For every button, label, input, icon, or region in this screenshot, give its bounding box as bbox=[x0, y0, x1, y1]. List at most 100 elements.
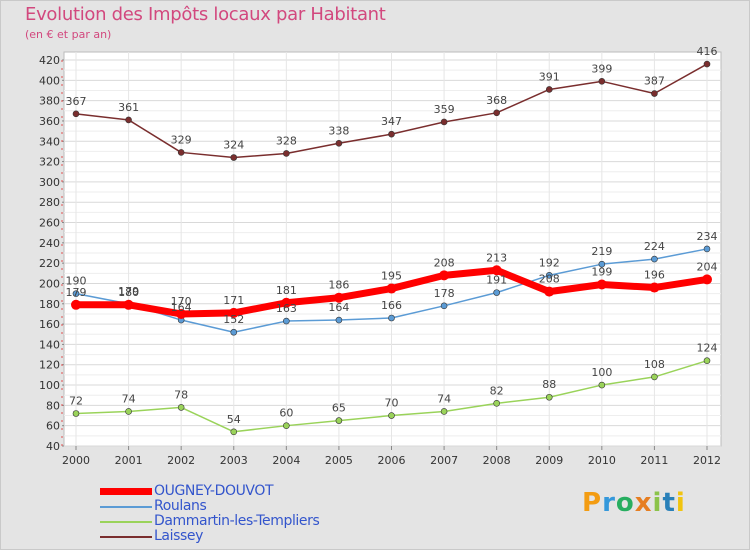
y-tick-label: 160 bbox=[39, 318, 60, 331]
data-label: 219 bbox=[591, 245, 612, 258]
x-tick-label: 2011 bbox=[640, 454, 668, 467]
data-point bbox=[703, 357, 711, 364]
data-point bbox=[703, 245, 711, 253]
data-label: 347 bbox=[381, 115, 402, 128]
y-tick-label: 60 bbox=[46, 420, 60, 433]
data-point bbox=[283, 150, 290, 157]
x-tick-label: 2008 bbox=[483, 454, 511, 467]
y-tick-label: 340 bbox=[39, 135, 60, 148]
data-label: 192 bbox=[539, 256, 560, 269]
y-tick-label: 140 bbox=[39, 338, 60, 351]
y-tick-label: 40 bbox=[46, 440, 60, 453]
data-label: 74 bbox=[437, 392, 451, 405]
data-point bbox=[388, 130, 395, 138]
x-tick-label: 2000 bbox=[62, 454, 90, 467]
logo-letter: x bbox=[634, 488, 653, 518]
data-point bbox=[176, 308, 187, 319]
data-label: 72 bbox=[69, 394, 83, 407]
data-point bbox=[230, 328, 238, 336]
data-point bbox=[544, 286, 555, 297]
data-point bbox=[230, 154, 238, 161]
data-point bbox=[335, 316, 343, 324]
data-label: 60 bbox=[279, 407, 293, 420]
data-label: 78 bbox=[174, 388, 188, 401]
data-point bbox=[598, 78, 606, 85]
data-label: 367 bbox=[66, 95, 87, 108]
series-layer bbox=[71, 60, 712, 436]
data-label: 65 bbox=[332, 402, 346, 415]
data-label: 164 bbox=[328, 301, 349, 314]
data-label: 190 bbox=[66, 275, 87, 288]
data-point bbox=[283, 317, 290, 325]
data-label: 178 bbox=[434, 287, 455, 300]
logo-letter: r bbox=[602, 488, 616, 518]
data-label: 338 bbox=[328, 124, 349, 137]
data-label: 152 bbox=[223, 313, 244, 326]
data-point bbox=[177, 149, 185, 156]
legend-label: Roulans bbox=[154, 498, 207, 514]
data-label: 199 bbox=[591, 265, 612, 278]
data-label: 416 bbox=[697, 45, 718, 58]
data-label: 186 bbox=[328, 279, 349, 292]
y-tick-label: 420 bbox=[39, 54, 60, 67]
data-label: 234 bbox=[697, 230, 718, 243]
x-tick-label: 2004 bbox=[272, 454, 300, 467]
data-label: 196 bbox=[644, 269, 665, 282]
data-point bbox=[598, 381, 606, 389]
chart-subtitle: (en € et par an) bbox=[25, 28, 112, 41]
y-tick-label: 220 bbox=[39, 257, 60, 270]
logo-letter: t bbox=[662, 488, 676, 518]
plot-area bbox=[63, 51, 722, 447]
logo-letter: P bbox=[582, 488, 603, 518]
y-tick-label: 120 bbox=[39, 359, 60, 372]
legend-swatch bbox=[100, 536, 152, 538]
data-label: 181 bbox=[276, 284, 297, 297]
data-label: 208 bbox=[434, 256, 455, 269]
data-point bbox=[125, 408, 132, 415]
data-label: 204 bbox=[697, 260, 718, 273]
data-point bbox=[493, 109, 500, 117]
data-label: 179 bbox=[66, 286, 87, 299]
data-point bbox=[440, 302, 448, 310]
chart-title: Evolution des Impôts locaux par Habitant bbox=[25, 4, 386, 25]
data-point bbox=[123, 299, 134, 310]
data-label: 387 bbox=[644, 75, 665, 88]
data-point bbox=[230, 428, 238, 436]
data-point bbox=[439, 270, 450, 281]
data-label: 100 bbox=[591, 366, 612, 379]
y-tick-label: 280 bbox=[39, 196, 60, 209]
data-point bbox=[335, 417, 343, 424]
data-point bbox=[545, 393, 553, 401]
data-label: 329 bbox=[171, 133, 192, 146]
logo-letter: o bbox=[615, 488, 635, 518]
y-tick-label: 300 bbox=[39, 176, 60, 189]
y-tick-label: 400 bbox=[39, 74, 60, 87]
x-tick-label: 2010 bbox=[588, 454, 616, 467]
data-label: 328 bbox=[276, 134, 297, 147]
data-point bbox=[283, 422, 290, 429]
data-label: 208 bbox=[539, 273, 560, 286]
legend-swatch bbox=[100, 506, 152, 508]
axes: 40 60 80 100 120 140 160 180 200 220 240 260 280 300 3… bbox=[39, 54, 721, 467]
data-label: 166 bbox=[381, 299, 402, 312]
data-label: 170 bbox=[171, 295, 192, 308]
data-label: 164 bbox=[171, 301, 192, 314]
legend-swatch bbox=[100, 488, 152, 495]
y-tick-label: 260 bbox=[39, 217, 60, 230]
data-point bbox=[72, 110, 80, 118]
data-point bbox=[440, 408, 448, 415]
data-label: 191 bbox=[486, 274, 507, 287]
x-tick-label: 2005 bbox=[325, 454, 353, 467]
data-point bbox=[702, 274, 712, 285]
data-point bbox=[491, 265, 502, 276]
data-label: 224 bbox=[644, 240, 665, 253]
data-point bbox=[228, 307, 239, 318]
x-tick-label: 2003 bbox=[220, 454, 248, 467]
legend-label: Laissey bbox=[154, 528, 203, 544]
y-tick-label: 100 bbox=[39, 379, 60, 392]
x-tick-label: 2006 bbox=[378, 454, 406, 467]
data-label: 108 bbox=[644, 358, 665, 371]
data-point bbox=[545, 86, 553, 93]
data-label: 368 bbox=[486, 94, 507, 107]
